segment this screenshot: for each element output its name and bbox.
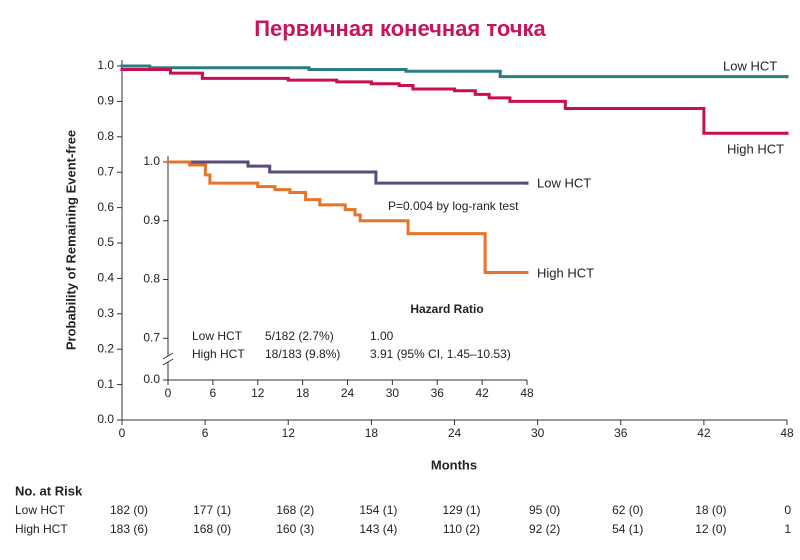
risk-cell: 12 (0)	[695, 522, 726, 536]
x-tick-label: 18	[296, 386, 310, 400]
risk-cell: 18 (0)	[695, 503, 726, 517]
y-tick-label: 0.6	[97, 200, 114, 214]
x-tick-label: 0	[119, 426, 126, 440]
x-tick-label: 36	[431, 386, 445, 400]
x-tick-label: 30	[386, 386, 400, 400]
risk-cell: 182 (0)	[110, 503, 148, 517]
x-tick-label: 24	[341, 386, 355, 400]
y-tick-label: 0.0	[97, 412, 114, 426]
y-tick-label: 0.7	[97, 164, 114, 178]
risk-cell: 54 (1)	[612, 522, 643, 536]
x-tick-label: 48	[780, 426, 794, 440]
series-label: Low HCT	[723, 58, 777, 73]
x-tick-label: 18	[365, 426, 379, 440]
y-tick-label: 0.5	[97, 235, 114, 249]
axis-break	[162, 358, 174, 366]
y-tick-label: 0.9	[97, 94, 114, 108]
hazard-cell: Low HCT	[192, 329, 243, 343]
series-label: High HCT	[727, 141, 784, 156]
risk-cell: 143 (4)	[359, 522, 397, 536]
y-tick-label: 0.9	[143, 213, 160, 227]
y-tick-label: 0.4	[97, 271, 114, 285]
risk-cell: 168 (2)	[276, 503, 314, 517]
x-tick-label: 42	[697, 426, 711, 440]
risk-cell: 110 (2)	[443, 522, 480, 536]
x-tick-label: 0	[165, 386, 172, 400]
risk-row-name: High HCT	[15, 522, 68, 536]
hazard-cell: High HCT	[192, 347, 245, 361]
risk-cell: 62 (0)	[612, 503, 643, 517]
x-tick-label: 12	[251, 386, 265, 400]
risk-cell: 1	[784, 522, 791, 536]
risk-cell: 129 (1)	[442, 503, 480, 517]
y-tick-label: 0.8	[97, 129, 114, 143]
x-tick-label: 42	[475, 386, 489, 400]
hazard-title: Hazard Ratio	[410, 302, 483, 316]
risk-row-name: Low HCT	[15, 503, 66, 517]
y-tick-label: 0.1	[97, 377, 114, 391]
hazard-cell: 5/182 (2.7%)	[265, 329, 334, 343]
y-axis-label: Probability of Remaining Event-free	[63, 130, 78, 350]
risk-cell: 95 (0)	[529, 503, 560, 517]
risk-cell: 183 (6)	[110, 522, 148, 536]
risk-cell: 160 (3)	[276, 522, 314, 536]
y-tick-label: 1.0	[143, 154, 160, 168]
series-label: High HCT	[537, 265, 594, 280]
axis-break	[162, 352, 174, 360]
risk-cell: 177 (1)	[193, 503, 231, 517]
y-tick-label: 1.0	[97, 58, 114, 72]
x-tick-label: 48	[520, 386, 534, 400]
y-tick-label: 0.7	[143, 330, 160, 344]
risk-title: No. at Risk	[15, 483, 83, 498]
y-tick-label: 0.3	[97, 306, 114, 320]
y-tick-label: 0.8	[143, 272, 160, 286]
x-tick-label: 36	[614, 426, 628, 440]
x-tick-label: 30	[531, 426, 545, 440]
risk-cell: 92 (2)	[529, 522, 560, 536]
x-tick-label: 12	[282, 426, 296, 440]
x-tick-label: 6	[202, 426, 209, 440]
x-axis-label: Months	[431, 457, 477, 472]
series-label: Low HCT	[537, 175, 591, 190]
risk-cell: 168 (0)	[193, 522, 231, 536]
hazard-cell: 18/183 (9.8%)	[265, 347, 340, 361]
y-tick-label: 0.2	[97, 341, 114, 355]
annotation: P=0.004 by log-rank test	[388, 199, 519, 213]
hazard-cell: 1.00	[370, 329, 394, 343]
hazard-cell: 3.91 (95% CI, 1.45–10.53)	[370, 347, 511, 361]
y-tick-label: 0.0	[143, 372, 160, 386]
x-tick-label: 24	[448, 426, 462, 440]
risk-cell: 0	[784, 503, 791, 517]
x-tick-label: 6	[210, 386, 217, 400]
chart-title: Первичная конечная точка	[254, 16, 546, 41]
risk-cell: 154 (1)	[359, 503, 397, 517]
